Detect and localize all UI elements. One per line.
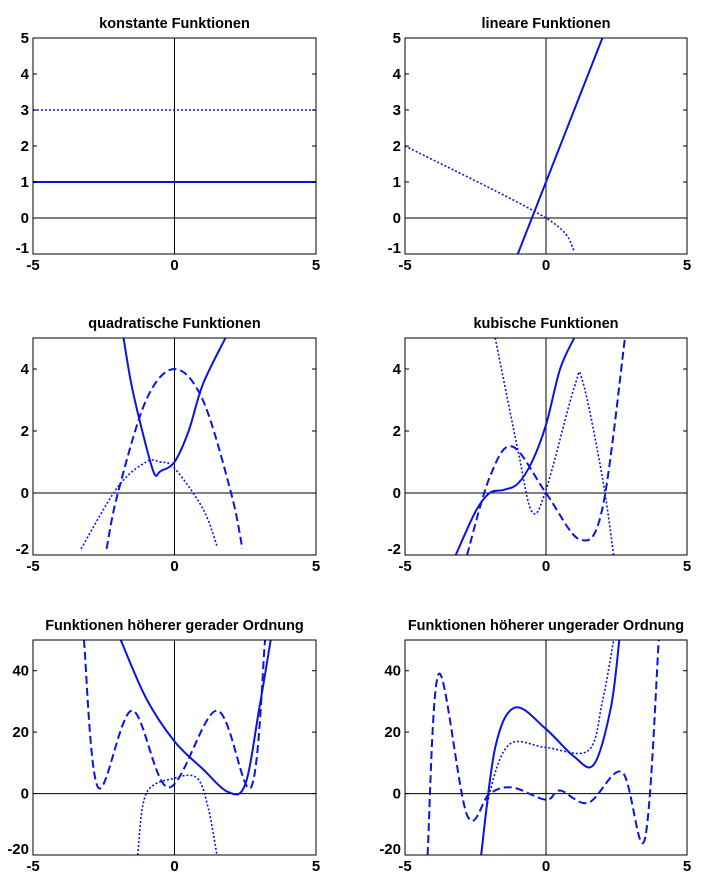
x-tick-label: 0 [170, 558, 178, 575]
y-tick-label: 5 [21, 30, 29, 47]
x-tick-label: -5 [26, 257, 39, 274]
y-tick-label: 5 [393, 30, 401, 47]
subplot-2: lineare Funktionen -1 0 1 2 3 4 5 -5 0 5 [388, 16, 692, 274]
x-tick-label: 0 [542, 858, 550, 875]
y-tick-label: 1 [21, 174, 29, 191]
series-solid-line [480, 640, 621, 855]
series-dashed-line [105, 367, 244, 549]
y-tick-label: 2 [21, 138, 29, 155]
y-tick-label: 4 [393, 361, 402, 378]
series-dashed-line [82, 640, 267, 790]
subplot-1: konstante Funktionen -1 0 1 2 3 4 5 -5 0 5 [16, 16, 321, 274]
series-solid-line [516, 38, 604, 254]
subplot-title: Funktionen höherer gerader Ordnung [45, 618, 304, 634]
y-tick-label: -2 [388, 541, 401, 558]
x-tick-label: 0 [542, 257, 550, 274]
y-tick-label: 4 [21, 66, 30, 83]
y-tick-label: 2 [393, 138, 401, 155]
x-tick-label: -5 [26, 858, 39, 875]
x-tick-label: 5 [683, 558, 691, 575]
y-tick-label: 0 [21, 210, 29, 227]
y-tick-label: 40 [12, 663, 29, 680]
y-tick-label: 1 [393, 174, 401, 191]
series-solid-line [454, 338, 576, 555]
series-dotted-line [480, 640, 615, 855]
x-tick-label: 5 [312, 558, 320, 575]
x-tick-label: 5 [683, 858, 691, 875]
x-tick-label: -5 [398, 858, 411, 875]
y-tick-label: 20 [12, 724, 29, 741]
x-tick-label: 5 [312, 858, 320, 875]
subplot-5: Funktionen höherer gerader Ordnung -20 0 20… [7, 618, 320, 875]
series-solid-line [119, 640, 272, 796]
series-dotted-line [405, 145, 575, 251]
x-tick-label: 5 [683, 257, 691, 274]
x-tick-label: 0 [170, 858, 178, 875]
y-tick-label: 4 [21, 361, 30, 378]
y-tick-label: 0 [21, 786, 29, 803]
y-tick-label: -1 [16, 240, 29, 257]
y-tick-label: 4 [393, 66, 402, 83]
x-tick-label: 0 [170, 257, 178, 274]
y-tick-label: -20 [379, 841, 401, 858]
series-dotted-line [80, 459, 218, 550]
y-tick-label: 0 [393, 786, 401, 803]
y-tick-label: 40 [384, 663, 401, 680]
subplot-3: quadratische Funktionen -2 0 2 4 -5 0 5 [16, 316, 321, 575]
subplot-4: kubische Funktionen -2 0 2 4 -5 0 5 [388, 316, 692, 575]
y-tick-label: 20 [384, 724, 401, 741]
y-tick-label: 0 [393, 485, 401, 502]
series-solid-line [122, 338, 227, 477]
y-tick-label: -20 [7, 841, 29, 858]
series-dotted-line [136, 774, 218, 855]
x-tick-label: -5 [398, 558, 411, 575]
subplot-title: konstante Funktionen [99, 16, 250, 32]
series-dotted-line [494, 338, 615, 555]
y-tick-label: 3 [21, 102, 29, 119]
y-tick-label: 2 [21, 423, 29, 440]
y-tick-label: -1 [388, 240, 401, 257]
subplot-title: quadratische Funktionen [88, 316, 260, 332]
x-tick-label: -5 [398, 257, 411, 274]
y-tick-label: 0 [393, 210, 401, 227]
subplot-title: kubische Funktionen [473, 316, 618, 332]
subplot-title: lineare Funktionen [482, 16, 611, 32]
series-dashed-line [426, 640, 660, 855]
x-tick-label: 5 [312, 257, 320, 274]
y-tick-label: 0 [21, 485, 29, 502]
subplot-title: Funktionen höherer ungerader Ordnung [408, 618, 684, 634]
y-tick-label: 3 [393, 102, 401, 119]
subplot-6: Funktionen höherer ungerader Ordnung -20 0… [379, 618, 691, 875]
x-tick-label: 0 [542, 558, 550, 575]
y-tick-label: 2 [393, 423, 401, 440]
x-tick-label: -5 [26, 558, 39, 575]
y-tick-label: -2 [16, 541, 29, 558]
